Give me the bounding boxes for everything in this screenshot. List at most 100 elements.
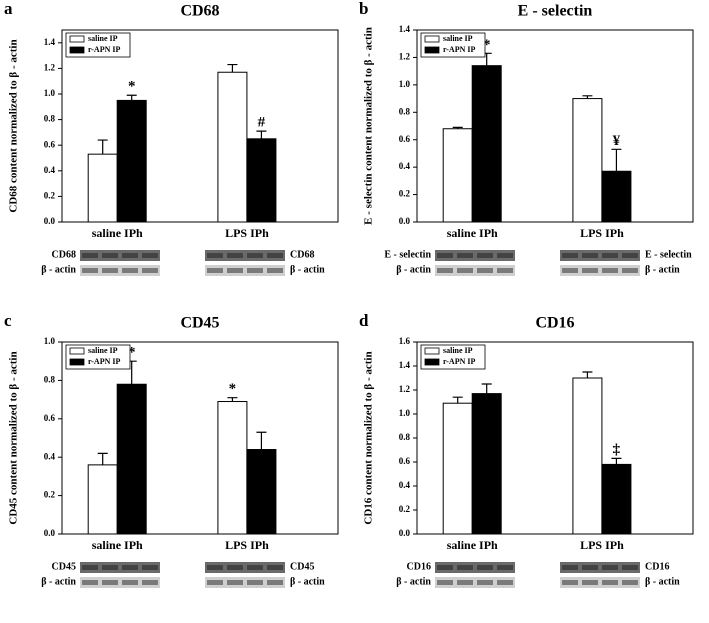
chart-title: E - selectin — [518, 3, 593, 20]
legend-label: r-APN IP — [88, 357, 120, 366]
legend-label: saline IP — [88, 346, 118, 355]
blot-band — [622, 253, 638, 258]
legend-swatch — [424, 35, 440, 43]
x-tick-label: saline IPh — [92, 538, 143, 552]
y-tick-label: 0.8 — [44, 374, 56, 384]
error-bar — [452, 126, 463, 129]
blot-strip — [560, 265, 640, 276]
bar — [116, 99, 147, 223]
legend-swatch — [69, 46, 85, 54]
blot-label: CD45 — [290, 561, 314, 572]
blot-band — [437, 565, 453, 570]
y-tick-label: 1.4 — [399, 360, 411, 370]
blot-band — [602, 580, 618, 585]
legend-label: saline IP — [88, 34, 118, 43]
significance-mark: # — [258, 115, 266, 131]
y-tick-label: 0.0 — [399, 216, 411, 226]
blot-band — [102, 565, 118, 570]
blot-band — [497, 253, 513, 258]
blot-strip — [205, 562, 285, 573]
error-bar — [97, 139, 108, 155]
y-tick-label: 1.4 — [44, 37, 56, 47]
blot-band — [142, 580, 158, 585]
y-axis-label: CD16 content normalized to β - actin — [363, 351, 375, 524]
legend-label: r-APN IP — [88, 45, 120, 54]
chart-title: CD68 — [180, 3, 219, 20]
blot-label: β - actin — [290, 576, 325, 587]
blot-band — [267, 565, 283, 570]
error-bar — [227, 63, 238, 73]
y-tick-label: 1.2 — [399, 51, 411, 61]
legend-swatch — [424, 46, 440, 54]
error-bar — [227, 397, 238, 402]
blot-strip — [80, 265, 160, 276]
blot-strip — [435, 577, 515, 588]
legend-swatch — [69, 35, 85, 43]
x-tick-label: LPS IPh — [225, 538, 269, 552]
blot-label: CD16 — [645, 561, 669, 572]
blot-band — [207, 268, 223, 273]
legend-label: r-APN IP — [443, 357, 475, 366]
blot-strip — [435, 562, 515, 573]
bar — [442, 402, 473, 535]
blot-band — [457, 268, 473, 273]
error-bar — [611, 148, 622, 172]
blot-strip — [435, 265, 515, 276]
error-bar — [611, 457, 622, 465]
blot-band — [227, 565, 243, 570]
significance-mark: ‡ — [613, 442, 621, 458]
blot-band — [602, 268, 618, 273]
bar — [217, 401, 248, 535]
blot-strip — [205, 265, 285, 276]
blot-band — [247, 565, 263, 570]
blot-band — [477, 580, 493, 585]
legend-label: saline IP — [443, 346, 473, 355]
legend-swatch — [69, 347, 85, 355]
bar — [87, 464, 118, 535]
error-bar — [126, 94, 137, 101]
error-bar — [97, 452, 108, 465]
blot-strip — [80, 577, 160, 588]
bar — [601, 170, 632, 223]
panel-letter: b — [359, 0, 368, 18]
bar — [572, 377, 603, 535]
blot-band — [267, 580, 283, 585]
blot-band — [82, 580, 98, 585]
blot-band — [227, 580, 243, 585]
y-axis-label: CD68 content normalized to β - actin — [8, 39, 20, 212]
y-tick-label: 0.6 — [399, 134, 411, 144]
error-bar — [256, 431, 267, 450]
bar — [116, 383, 147, 535]
blot-band — [267, 268, 283, 273]
y-tick-label: 1.2 — [44, 62, 56, 72]
blot-band — [142, 268, 158, 273]
error-bar — [582, 371, 593, 378]
blot-band — [457, 565, 473, 570]
blot-label: β - actin — [41, 576, 76, 587]
legend-swatch — [69, 358, 85, 366]
y-axis-label: CD45 content normalized to β - actin — [8, 351, 20, 524]
panel-letter: a — [4, 0, 13, 18]
blot-band — [102, 580, 118, 585]
blot-band — [582, 253, 598, 258]
blot-band — [122, 253, 138, 258]
blot-band — [477, 565, 493, 570]
blot-strip — [80, 250, 160, 261]
bar — [572, 98, 603, 223]
blot-band — [102, 253, 118, 258]
plot-frame — [416, 29, 694, 223]
blot-band — [582, 565, 598, 570]
y-tick-label: 0.8 — [399, 106, 411, 116]
blot-band — [582, 580, 598, 585]
blot-band — [622, 580, 638, 585]
blot-label: E - selectin — [645, 249, 692, 260]
y-tick-label: 0.8 — [44, 114, 56, 124]
bar — [442, 128, 473, 223]
blot-band — [562, 253, 578, 258]
y-tick-label: 0.4 — [44, 451, 56, 461]
y-tick-label: 1.0 — [399, 408, 411, 418]
y-tick-label: 0.4 — [399, 480, 411, 490]
y-tick-label: 0.0 — [44, 528, 56, 538]
blot-band — [602, 565, 618, 570]
